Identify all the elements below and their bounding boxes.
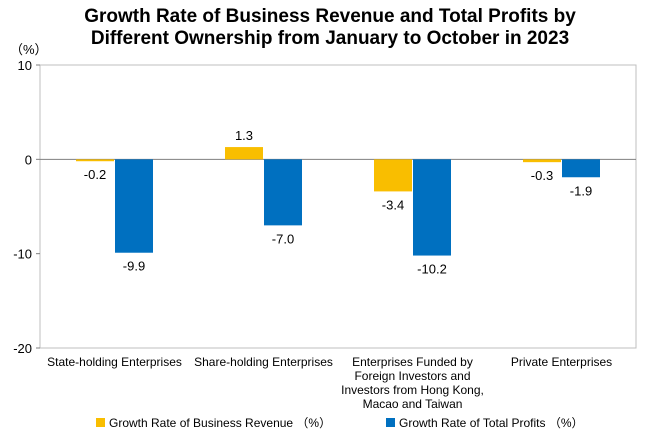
x-category-label: Enterprises Funded by (352, 355, 473, 369)
y-tick-label: 10 (18, 58, 32, 73)
y-tick-label: 0 (25, 152, 32, 167)
legend-item-revenue: Growth Rate of Business Revenue （%） (96, 414, 331, 431)
data-label-revenue: -0.2 (84, 167, 106, 182)
x-category-label: Macao and Taiwan (363, 397, 463, 411)
y-axis-unit-label: （%） (10, 42, 48, 57)
data-label-revenue: 1.3 (235, 128, 253, 143)
x-category-label: Share-holding Enterprises (194, 355, 333, 369)
bar-profits (413, 159, 451, 256)
chart-title: Growth Rate of Business Revenue and Tota… (0, 6, 660, 50)
bar-profits (562, 159, 600, 178)
legend-swatch-profits (386, 418, 395, 427)
legend-item-profits: Growth Rate of Total Profits （%） (386, 414, 584, 431)
data-label-profits: -1.9 (570, 183, 592, 198)
data-label-revenue: -3.4 (382, 197, 404, 212)
bar-revenue (523, 159, 561, 163)
data-label-profits: -9.9 (123, 259, 145, 274)
bar-profits (264, 159, 302, 226)
plot-area-border (39, 64, 637, 349)
data-label-profits: -10.2 (417, 262, 447, 277)
chart-title-line-1: Growth Rate of Business Revenue and Tota… (84, 6, 576, 27)
data-label-profits: -7.0 (272, 231, 294, 246)
data-label-revenue: -0.3 (531, 168, 553, 183)
x-category-label: State-holding Enterprises (47, 355, 182, 369)
bar-revenue (225, 147, 263, 160)
bar-revenue (374, 159, 412, 192)
legend-label-profits: Growth Rate of Total Profits （%） (399, 416, 584, 430)
legend-swatch-revenue (96, 418, 105, 427)
y-tick-label: -20 (13, 341, 32, 356)
bar-profits (115, 159, 153, 253)
chart-title-line-2: Different Ownership from January to Octo… (90, 28, 570, 49)
bar-revenue (76, 159, 114, 162)
y-tick-label: -10 (13, 247, 32, 262)
x-category-label: Investors from Hong Kong, (341, 383, 484, 397)
x-category-label: Foreign Investors and (354, 369, 470, 383)
legend-label-revenue: Growth Rate of Business Revenue （%） (109, 416, 332, 430)
x-category-label: Private Enterprises (511, 355, 612, 369)
